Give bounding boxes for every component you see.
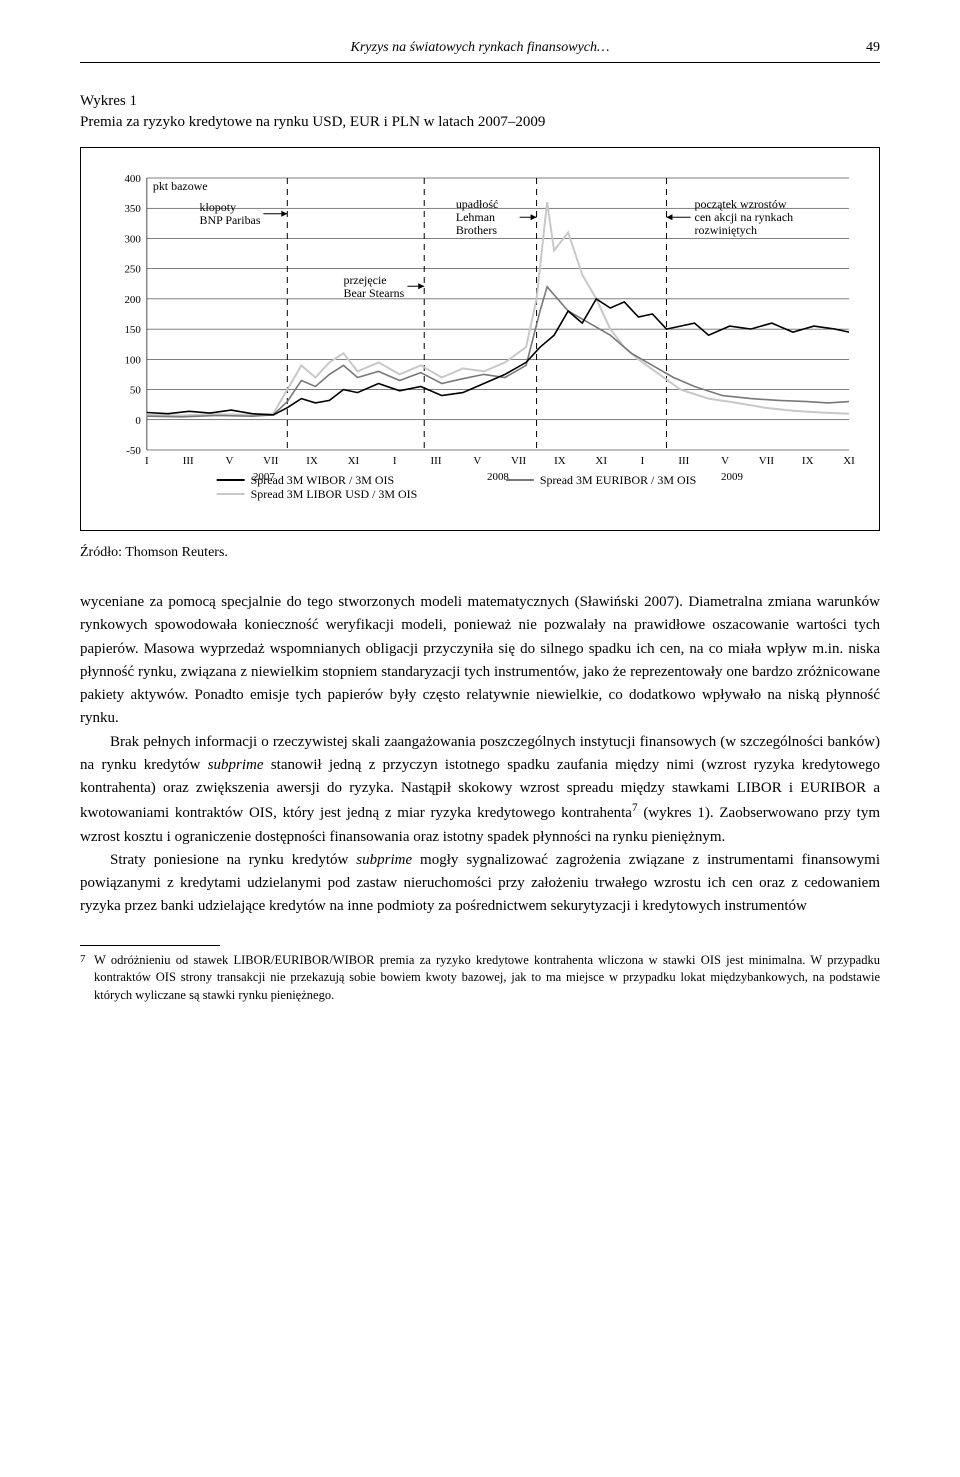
page-number: 49 <box>866 40 880 56</box>
svg-text:III: III <box>431 455 442 467</box>
p2-em: subprime <box>208 757 264 773</box>
figure-title: Premia za ryzyko kredytowe na rynku USD,… <box>80 114 880 131</box>
footnote-7: 7 W odróżnieniu od stawek LIBOR/EURIBOR/… <box>80 952 880 1005</box>
footnote-number: 7 <box>80 952 94 1005</box>
svg-text:300: 300 <box>124 233 141 245</box>
figure-label: Wykres 1 <box>80 93 880 110</box>
svg-text:VII: VII <box>511 455 527 467</box>
svg-text:kłopoty: kłopoty <box>200 200 237 214</box>
header-rule <box>80 62 880 63</box>
chart-frame: -50050100150200250300350400pkt bazoweIII… <box>80 147 880 531</box>
svg-text:100: 100 <box>124 354 141 366</box>
svg-text:III: III <box>183 455 194 467</box>
svg-text:pkt bazowe: pkt bazowe <box>153 179 208 193</box>
paragraph-1: wyceniane za pomocą specjalnie do tego s… <box>80 591 880 731</box>
svg-text:2009: 2009 <box>721 471 743 483</box>
svg-text:2008: 2008 <box>487 471 509 483</box>
svg-text:XI: XI <box>595 455 607 467</box>
svg-text:50: 50 <box>130 385 141 397</box>
svg-text:I: I <box>641 455 645 467</box>
svg-text:Spread 3M EURIBOR / 3M OIS: Spread 3M EURIBOR / 3M OIS <box>540 473 696 487</box>
svg-text:Bear Stearns: Bear Stearns <box>343 286 404 300</box>
svg-text:XI: XI <box>348 455 360 467</box>
svg-text:IX: IX <box>554 455 566 467</box>
footnote-rule <box>80 945 220 946</box>
svg-text:VII: VII <box>263 455 279 467</box>
credit-risk-chart: -50050100150200250300350400pkt bazoweIII… <box>101 172 859 512</box>
svg-text:250: 250 <box>124 264 141 276</box>
svg-text:cen akcji na rynkach: cen akcji na rynkach <box>695 210 794 224</box>
svg-text:350: 350 <box>124 203 141 215</box>
svg-text:V: V <box>721 455 729 467</box>
body-text: wyceniane za pomocą specjalnie do tego s… <box>80 591 880 919</box>
svg-text:rozwiniętych: rozwiniętych <box>695 223 757 237</box>
svg-text:I: I <box>393 455 397 467</box>
p3-em: subprime <box>356 852 412 868</box>
svg-text:Spread 3M WIBOR / 3M OIS: Spread 3M WIBOR / 3M OIS <box>251 473 395 487</box>
p3-a: Straty poniesione na rynku kredytów <box>110 852 356 868</box>
svg-text:BNP Paribas: BNP Paribas <box>200 213 261 227</box>
svg-text:400: 400 <box>124 173 141 185</box>
svg-text:IX: IX <box>802 455 814 467</box>
svg-text:V: V <box>226 455 234 467</box>
running-title: Kryzys na światowych rynkach finansowych… <box>351 40 610 55</box>
svg-text:IX: IX <box>306 455 318 467</box>
svg-text:upadłość: upadłość <box>456 197 498 211</box>
svg-text:Lehman: Lehman <box>456 210 495 224</box>
paragraph-3: Straty poniesione na rynku kredytów subp… <box>80 849 880 919</box>
svg-text:Spread 3M LIBOR USD / 3M OIS: Spread 3M LIBOR USD / 3M OIS <box>251 487 418 501</box>
svg-text:0: 0 <box>135 415 141 427</box>
running-header: Kryzys na światowych rynkach finansowych… <box>80 40 880 56</box>
footnote-text: W odróżnieniu od stawek LIBOR/EURIBOR/WI… <box>94 952 880 1005</box>
svg-text:150: 150 <box>124 324 141 336</box>
svg-text:przejęcie: przejęcie <box>343 273 386 287</box>
svg-text:XI: XI <box>843 455 855 467</box>
svg-text:I: I <box>145 455 149 467</box>
svg-text:VII: VII <box>759 455 775 467</box>
paragraph-2: Brak pełnych informacji o rzeczywistej s… <box>80 731 880 849</box>
svg-text:200: 200 <box>124 294 141 306</box>
svg-text:początek wzrostów: początek wzrostów <box>695 197 787 211</box>
svg-text:-50: -50 <box>126 445 141 457</box>
svg-text:III: III <box>678 455 689 467</box>
svg-text:Brothers: Brothers <box>456 223 498 237</box>
figure-source: Źródło: Thomson Reuters. <box>80 545 880 561</box>
svg-text:V: V <box>473 455 481 467</box>
